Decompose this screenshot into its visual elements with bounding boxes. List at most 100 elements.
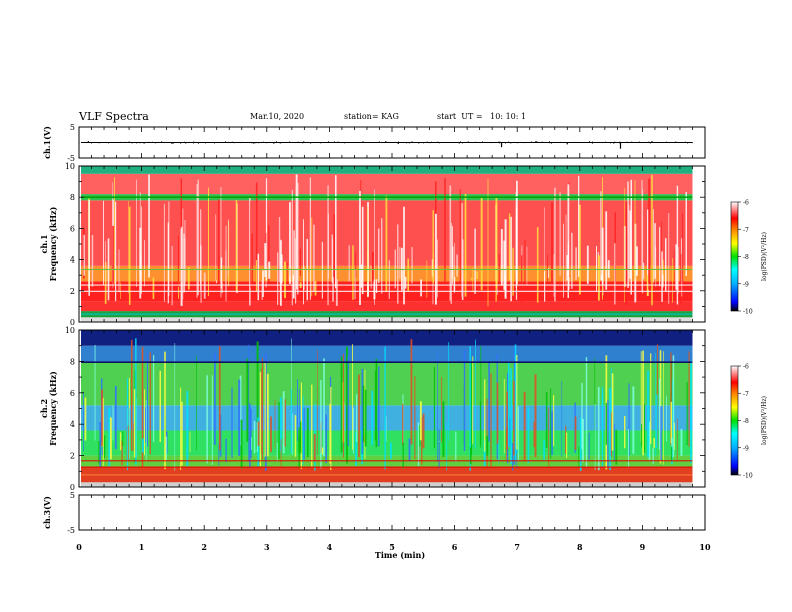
y-axis-label: ch.3(V) bbox=[42, 496, 52, 529]
spectral-streak bbox=[601, 227, 604, 285]
spectral-streak bbox=[652, 447, 654, 464]
spectral-streak bbox=[661, 251, 663, 302]
spectral-streak bbox=[333, 234, 336, 282]
spectral-streak bbox=[512, 247, 514, 296]
spectral-streak bbox=[682, 213, 684, 300]
spectral-streak bbox=[614, 243, 616, 305]
spectral-streak bbox=[218, 443, 220, 466]
spectral-streak bbox=[381, 218, 383, 294]
spectral-streak bbox=[167, 222, 169, 304]
spectral-streak bbox=[533, 422, 535, 448]
spectral-streak bbox=[480, 345, 482, 448]
spectral-streak bbox=[446, 422, 448, 471]
spectral-streak bbox=[297, 379, 298, 441]
colorbar-tick-label: -9 bbox=[743, 445, 749, 452]
spectral-streak bbox=[472, 356, 474, 444]
spectral-streak bbox=[239, 375, 242, 446]
spectral-streak bbox=[323, 358, 325, 457]
spectral-streak bbox=[676, 185, 679, 305]
ch1-spectrogram bbox=[81, 166, 693, 322]
y-tick-label: 4 bbox=[70, 256, 75, 265]
spectral-streak bbox=[609, 387, 612, 470]
spectral-streak bbox=[545, 392, 548, 448]
spectral-streak bbox=[487, 179, 489, 307]
spectral-streak bbox=[266, 373, 269, 457]
spectral-streak bbox=[438, 441, 440, 442]
spectral-streak bbox=[421, 417, 423, 465]
y-tick-label: 2 bbox=[70, 287, 75, 296]
spectral-streak bbox=[507, 361, 510, 448]
spectral-streak bbox=[459, 188, 461, 286]
spectral-streak bbox=[674, 249, 676, 297]
spectral-streak bbox=[610, 367, 612, 451]
spectral-streak bbox=[359, 190, 361, 305]
spectral-streak bbox=[163, 204, 165, 302]
spectral-streak bbox=[249, 408, 252, 458]
spectral-streak bbox=[347, 355, 349, 447]
spectral-line bbox=[81, 474, 693, 476]
spectral-streak bbox=[228, 221, 230, 287]
spectral-streak bbox=[378, 228, 380, 283]
spectral-streak bbox=[360, 264, 363, 288]
spectral-streak bbox=[144, 240, 145, 287]
spectral-streak bbox=[114, 386, 117, 450]
spectral-streak bbox=[299, 248, 301, 276]
spectral-streak bbox=[417, 422, 420, 467]
spectral-streak bbox=[251, 233, 253, 286]
spectral-streak bbox=[149, 352, 151, 455]
spectral-streak bbox=[508, 213, 511, 281]
spectral-streak bbox=[448, 342, 450, 441]
spectral-line bbox=[81, 196, 693, 198]
spectral-streak bbox=[646, 275, 649, 297]
spectral-streak bbox=[108, 407, 111, 467]
spectral-streak bbox=[655, 352, 656, 457]
spectral-streak bbox=[463, 349, 466, 451]
spectral-streak bbox=[554, 187, 556, 302]
spectral-streak bbox=[624, 416, 626, 449]
spectral-streak bbox=[152, 277, 155, 300]
spectral-streak bbox=[536, 227, 539, 303]
spectral-streak bbox=[189, 431, 191, 453]
spectral-streak bbox=[431, 259, 433, 277]
spectral-streak bbox=[373, 279, 376, 300]
spectral-line bbox=[81, 460, 693, 462]
spectral-streak bbox=[588, 432, 590, 460]
spectral-streak bbox=[101, 389, 103, 447]
x-tick-label: 7 bbox=[514, 542, 520, 552]
y-tick-label: 10 bbox=[65, 326, 75, 335]
station-label: station= KAG bbox=[344, 112, 399, 121]
spectral-streak bbox=[180, 226, 183, 307]
spectral-streak bbox=[559, 192, 561, 276]
spectral-streak bbox=[475, 339, 476, 449]
spectral-streak bbox=[441, 377, 443, 443]
spectral-streak bbox=[215, 214, 217, 281]
spectral-streak bbox=[586, 245, 589, 284]
spectral-streak bbox=[543, 440, 545, 461]
spectral-streak bbox=[486, 398, 488, 468]
spectral-streak bbox=[432, 210, 434, 284]
spectral-streak bbox=[286, 262, 288, 291]
spectral-streak bbox=[659, 227, 661, 287]
y-axis-label: Frequency (kHz) bbox=[48, 371, 58, 446]
spectral-streak bbox=[643, 404, 645, 453]
y-tick-label: 8 bbox=[70, 357, 75, 366]
spectral-streak bbox=[680, 428, 683, 456]
spectral-streak bbox=[607, 400, 609, 468]
spectral-streak bbox=[418, 425, 421, 447]
spectral-streak bbox=[605, 402, 607, 445]
colorbar-label: log(PSD)(V²/Hz) bbox=[761, 232, 768, 281]
spectral-streak bbox=[168, 201, 170, 296]
colorbar-tick-label: -10 bbox=[743, 309, 753, 316]
spectral-streak bbox=[374, 370, 377, 441]
y-tick-label: 0 bbox=[70, 318, 75, 327]
spectral-streak bbox=[495, 197, 498, 288]
spectral-streak bbox=[352, 245, 354, 300]
date-label: Mar.10, 2020 bbox=[250, 112, 305, 121]
spectral-streak bbox=[596, 246, 597, 292]
spectral-streak bbox=[320, 379, 322, 469]
spectral-streak bbox=[153, 355, 155, 443]
spectral-streak bbox=[548, 407, 550, 466]
spectral-streak bbox=[174, 343, 176, 471]
spectral-streak bbox=[641, 424, 642, 447]
spectral-streak bbox=[647, 370, 650, 458]
